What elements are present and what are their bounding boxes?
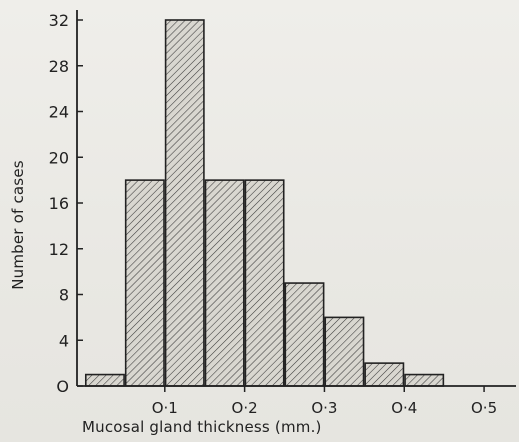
x-tick-label: O·2 [232, 399, 258, 417]
x-axis-title: Mucosal gland thickness (mm.) [82, 418, 322, 436]
y-tick-label: 8 [59, 286, 69, 305]
x-tick-label: O·3 [311, 399, 337, 417]
histogram-bar-4 [204, 179, 245, 387]
y-tick-label: 32 [49, 11, 69, 30]
y-axis-title: Number of cases [9, 160, 27, 290]
y-tick-label: 28 [49, 57, 69, 76]
y-ticks-group: O 4 8 12 16 20 24 28 32 [49, 11, 83, 396]
y-tick-label: O [56, 377, 69, 396]
y-tick-label: 24 [49, 103, 69, 122]
bars-group [84, 19, 445, 387]
x-tick-label: O·4 [391, 399, 417, 417]
histogram-bar-3 [164, 19, 205, 387]
y-tick-label: 16 [49, 194, 69, 213]
x-tick-label: O·1 [152, 399, 178, 417]
y-axis-title-wrap: Number of cases [3, 140, 33, 310]
histogram-bar-7 [324, 316, 365, 387]
histogram-bar-5 [244, 179, 285, 387]
histogram-bar-6 [284, 282, 325, 387]
histogram-bar-2 [124, 179, 165, 387]
y-tick-label: 12 [49, 240, 69, 259]
y-tick-label: 4 [59, 331, 69, 350]
histogram-bar-9 [404, 373, 445, 387]
y-tick-label: 20 [49, 148, 69, 167]
x-tick-label: O·5 [471, 399, 497, 417]
histogram-bar-1 [84, 373, 125, 387]
axes-group [76, 10, 516, 387]
histogram-bar-8 [364, 362, 405, 387]
x-ticks-group: O·1O·2O·3O·4O·5O·6 [152, 386, 497, 417]
